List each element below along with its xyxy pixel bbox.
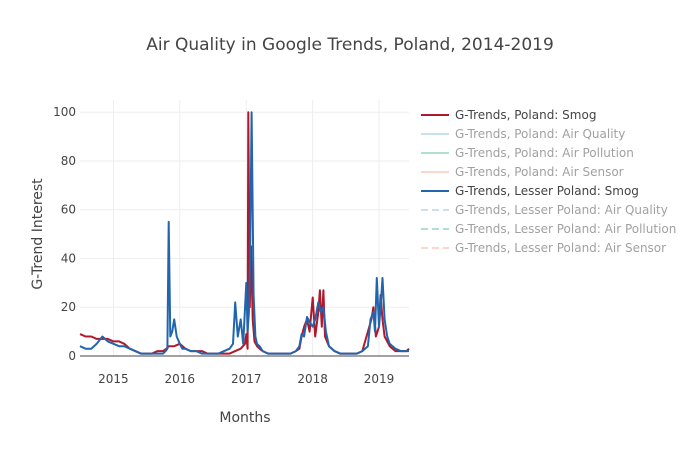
legend-item[interactable]: G-Trends, Lesser Poland: Air Quality	[421, 203, 668, 217]
legend-label: G-Trends, Lesser Poland: Air Pollution	[455, 222, 676, 236]
legend: G-Trends, Poland: Smog G-Trends, Poland: …	[421, 108, 676, 255]
series-layer	[79, 111, 410, 355]
x-tick-label: 2018	[297, 372, 328, 386]
legend-label: G-Trends, Poland: Air Sensor	[455, 165, 624, 179]
legend-label: G-Trends, Lesser Poland: Air Sensor	[455, 241, 666, 255]
x-tick-label: 2019	[364, 372, 395, 386]
legend-label: G-Trends, Poland: Air Pollution	[455, 146, 634, 160]
series-line-4[interactable]	[79, 111, 409, 355]
legend-item[interactable]: G-Trends, Lesser Poland: Air Sensor	[421, 241, 666, 255]
y-tick-label: 60	[61, 203, 76, 217]
legend-item[interactable]: G-Trends, Poland: Air Sensor	[421, 165, 624, 179]
chart-title: Air Quality in Google Trends, Poland, 20…	[146, 35, 554, 55]
x-tick-label: 2016	[165, 372, 196, 386]
y-tick-label: 80	[61, 154, 76, 168]
y-tick-label: 40	[61, 251, 76, 265]
series-line-0[interactable]	[79, 111, 410, 355]
legend-label: G-Trends, Poland: Air Quality	[455, 127, 625, 141]
legend-item[interactable]: G-Trends, Poland: Smog	[421, 108, 596, 122]
legend-item[interactable]: G-Trends, Lesser Poland: Smog	[421, 184, 639, 198]
x-tick-label: 2017	[231, 372, 262, 386]
x-tick-label: 2015	[98, 372, 129, 386]
legend-label: G-Trends, Poland: Smog	[455, 108, 596, 122]
y-tick-label: 100	[53, 105, 76, 119]
legend-item[interactable]: G-Trends, Poland: Air Quality	[421, 127, 625, 141]
x-axis-label: Months	[219, 410, 270, 426]
legend-item[interactable]: G-Trends, Poland: Air Pollution	[421, 146, 634, 160]
axis-layer: 0 20 40 60 80 100 2015 2016 2017 2018 2019	[53, 105, 409, 386]
y-axis-label: G-Trend Interest	[30, 178, 46, 290]
legend-item[interactable]: G-Trends, Lesser Poland: Air Pollution	[421, 222, 676, 236]
legend-label: G-Trends, Lesser Poland: Smog	[455, 184, 639, 198]
y-tick-label: 20	[61, 300, 76, 314]
y-tick-label: 0	[68, 349, 76, 363]
legend-label: G-Trends, Lesser Poland: Air Quality	[455, 203, 668, 217]
